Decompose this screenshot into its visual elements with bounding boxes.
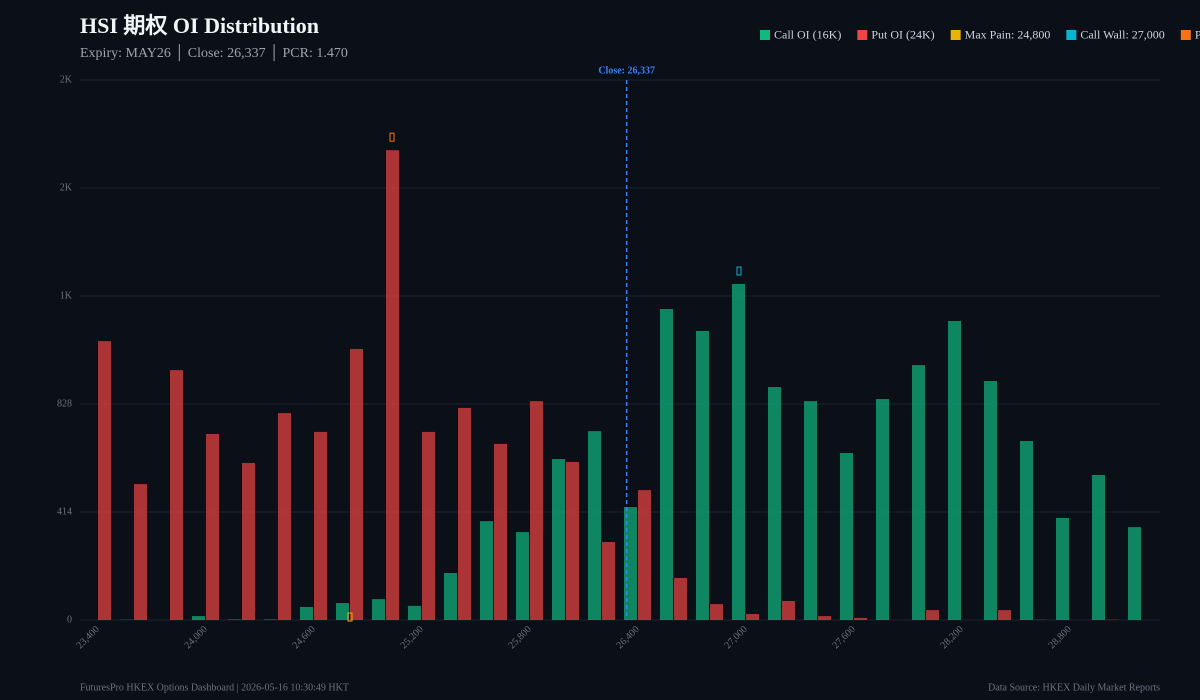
call-bar xyxy=(228,619,241,620)
call-bar xyxy=(192,616,205,620)
y-tick-label: 0 xyxy=(67,614,72,625)
y-tick-label: 2K xyxy=(60,74,73,85)
call-bar xyxy=(264,619,277,620)
call-bar xyxy=(1056,518,1069,620)
marker xyxy=(389,132,395,142)
footer-left: FuturesPro HKEX Options Dashboard | 2026… xyxy=(80,682,349,693)
x-tick-label: 28,200 xyxy=(939,624,966,651)
x-tick-label: 23,400 xyxy=(75,624,102,651)
x-tick-label: 27,000 xyxy=(723,624,750,651)
y-tick-label: 828 xyxy=(57,398,72,409)
call-bar xyxy=(696,330,709,620)
call-bar xyxy=(1092,474,1105,620)
call-bar xyxy=(948,321,961,620)
chart-subtitle: Expiry: MAY26 │ Close: 26,337 │ PCR: 1.4… xyxy=(80,44,348,62)
y-tick-label: 2K xyxy=(60,182,73,193)
x-tick-label: 24,000 xyxy=(183,624,210,651)
call-bar xyxy=(984,381,997,620)
marker xyxy=(347,612,353,622)
y-tick-label: 414 xyxy=(57,506,72,517)
call-bar xyxy=(300,606,313,620)
put-bar xyxy=(386,150,399,620)
put-bar xyxy=(170,370,183,620)
call-bar xyxy=(372,599,385,620)
x-tick-label: 26,400 xyxy=(615,624,642,651)
y-tick-label: 1K xyxy=(60,290,73,301)
legend-label: Call OI (16K) xyxy=(774,27,841,41)
put-bar xyxy=(782,600,795,620)
call-bar xyxy=(840,453,853,620)
put-bar xyxy=(98,341,111,620)
call-bar xyxy=(660,309,673,620)
call-bar xyxy=(336,603,349,620)
put-bar xyxy=(278,413,291,620)
put-bar xyxy=(566,461,579,620)
call-bar xyxy=(1020,441,1033,620)
legend-swatch xyxy=(760,30,770,40)
legend-label: Max Pain: 24,800 xyxy=(965,27,1051,41)
legend-swatch xyxy=(1180,30,1191,40)
put-bar xyxy=(926,610,939,620)
call-bar xyxy=(552,459,565,620)
x-tick-label: 25,200 xyxy=(399,624,426,651)
put-bar xyxy=(674,578,687,620)
marker xyxy=(736,266,742,276)
put-bar xyxy=(818,616,831,620)
legend-label: Call Wall: 27,000 xyxy=(1080,27,1164,41)
call-bar xyxy=(912,365,925,620)
legend-label: Put Wall: 25,000 xyxy=(1195,27,1200,41)
x-tick-label: 24,600 xyxy=(291,624,318,651)
call-bar xyxy=(768,387,781,620)
put-bar xyxy=(998,610,1011,620)
put-bar xyxy=(350,348,363,620)
put-bar xyxy=(710,604,723,620)
close-label: Close: 26,337 xyxy=(598,65,655,76)
put-bar xyxy=(746,614,759,620)
put-bar xyxy=(494,443,507,620)
call-bar xyxy=(480,521,493,620)
put-bar xyxy=(638,490,651,620)
call-bar xyxy=(804,401,817,620)
call-bar xyxy=(408,605,421,620)
put-bar xyxy=(854,617,867,620)
put-bar xyxy=(422,431,435,620)
call-bar xyxy=(1128,527,1141,620)
chart-title: HSI 期权 OI Distribution xyxy=(80,13,319,38)
legend-label: Put OI (24K) xyxy=(871,27,934,41)
put-bar xyxy=(206,434,219,620)
put-bar xyxy=(242,462,255,620)
x-tick-label: 28,800 xyxy=(1047,624,1074,651)
call-bar xyxy=(588,431,601,620)
footer-right: Data Source: HKEX Daily Market Reports xyxy=(988,682,1160,693)
x-tick-label: 27,600 xyxy=(831,624,858,651)
put-bar xyxy=(134,484,147,620)
legend-swatch xyxy=(950,30,961,40)
put-bar xyxy=(314,431,327,620)
call-bar xyxy=(876,399,889,620)
put-bar xyxy=(458,407,471,620)
x-tick-label: 25,800 xyxy=(507,624,534,651)
put-bar xyxy=(530,401,543,620)
legend-swatch xyxy=(1066,30,1077,40)
call-bar xyxy=(732,284,745,620)
put-bar xyxy=(602,542,615,620)
call-bar xyxy=(516,532,529,620)
legend-swatch xyxy=(857,30,868,40)
call-bar xyxy=(444,573,457,620)
